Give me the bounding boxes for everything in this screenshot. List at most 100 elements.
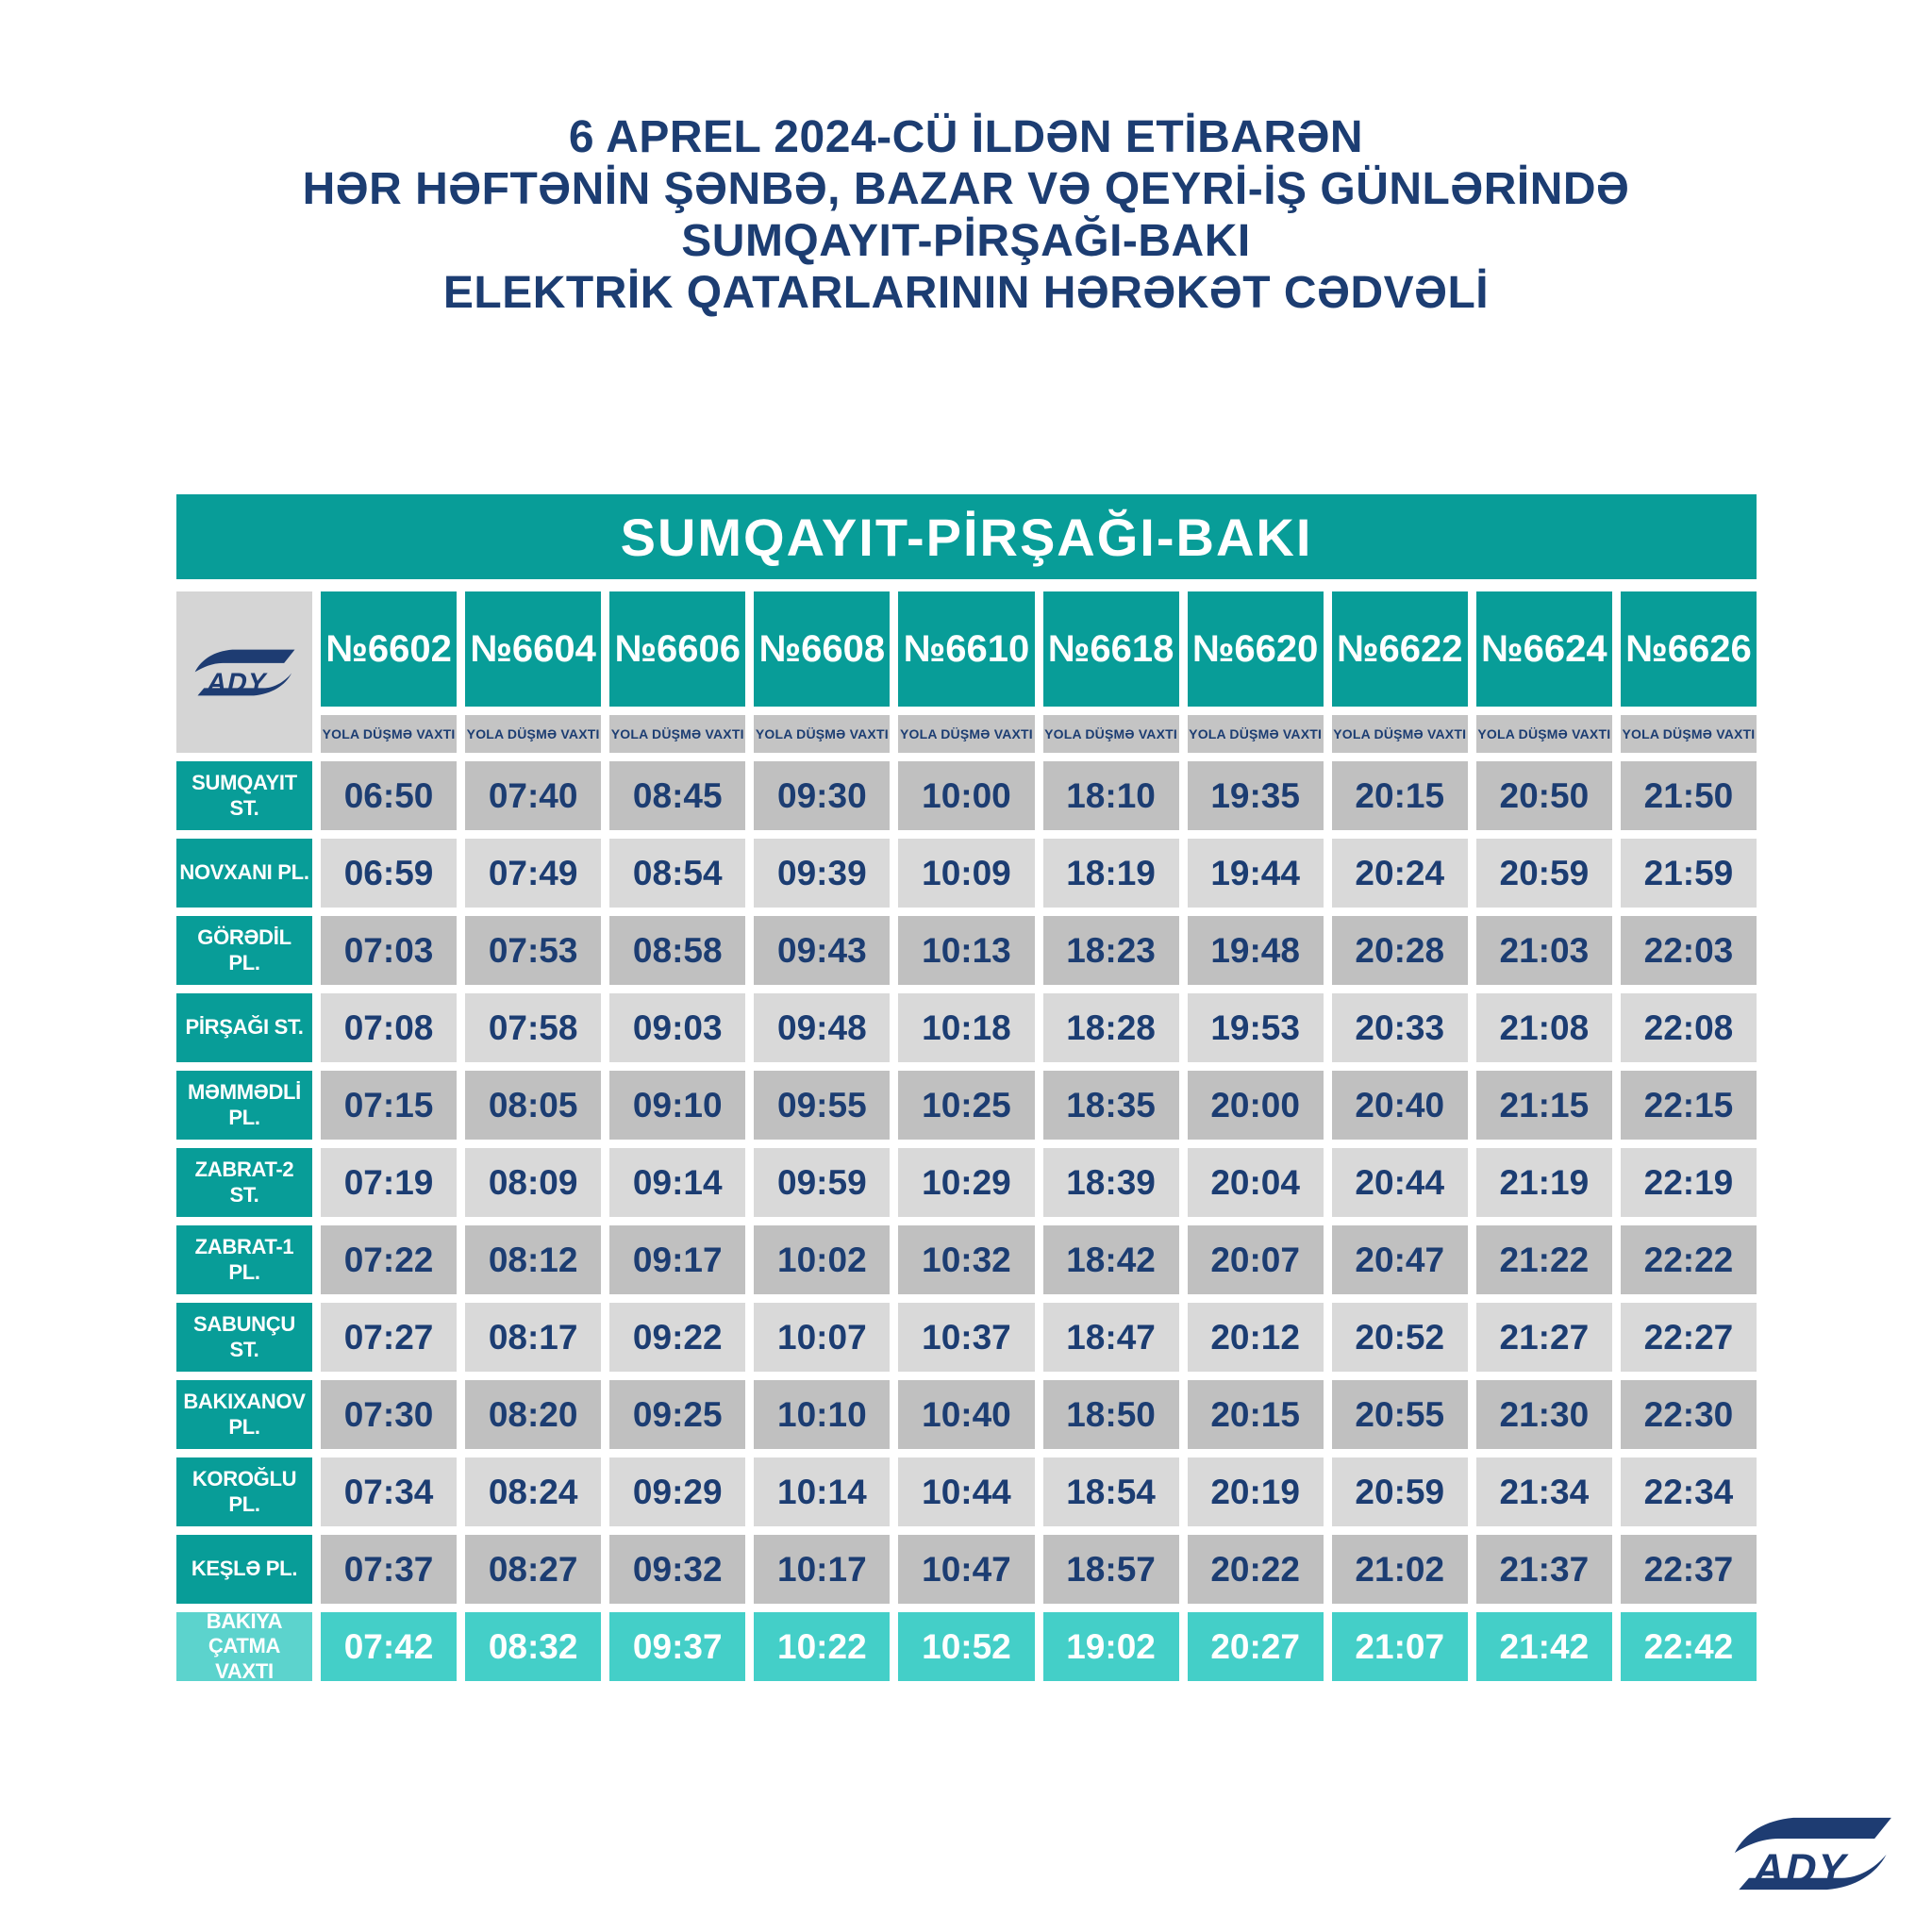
departure-time-cell: 20:19: [1187, 1457, 1324, 1526]
departure-time-cell: 22:30: [1620, 1380, 1757, 1449]
station-label: GÖRƏDİL PL.: [176, 916, 312, 985]
departure-time-cell: 08:12: [465, 1225, 602, 1294]
departure-time-label: YOLA DÜŞMƏ VAXTI: [1042, 715, 1179, 753]
departure-time-cell: 10:37: [898, 1303, 1035, 1372]
departure-time-cell: 20:04: [1187, 1148, 1324, 1217]
departure-time-cell: 10:00: [898, 761, 1035, 830]
departure-time-cell: 20:15: [1187, 1380, 1324, 1449]
departure-time-cell: 09:10: [609, 1071, 746, 1140]
departure-time-cell: 18:47: [1042, 1303, 1179, 1372]
ady-logo-icon: [1734, 1817, 1891, 1892]
departure-time-cell: 18:54: [1042, 1457, 1179, 1526]
station-label: BAKIXANOV PL.: [176, 1380, 312, 1449]
departure-time-cell: 20:59: [1331, 1457, 1468, 1526]
timetable-grid: №6602 №6604 №6606 №6608 №6610 №6618 №6620 №6622…: [176, 591, 1757, 1683]
arrival-time-cell: 20:27: [1187, 1612, 1324, 1681]
station-label: ZABRAT-2 ST.: [176, 1148, 312, 1217]
departure-time-cell: 20:59: [1475, 839, 1612, 908]
train-number-header: №6618: [1042, 591, 1179, 707]
departure-time-cell: 19:35: [1187, 761, 1324, 830]
departure-time-cell: 20:28: [1331, 916, 1468, 985]
departure-time-cell: 20:50: [1475, 761, 1612, 830]
departure-time-label: YOLA DÜŞMƏ VAXTI: [1475, 715, 1612, 753]
departure-time-cell: 21:02: [1331, 1535, 1468, 1604]
arrival-time-cell: 22:42: [1620, 1612, 1757, 1681]
departure-time-cell: 22:34: [1620, 1457, 1757, 1526]
train-number-header: №6624: [1475, 591, 1612, 707]
departure-time-cell: 07:22: [321, 1225, 458, 1294]
departure-time-cell: 20:00: [1187, 1071, 1324, 1140]
ady-logo-footer: [1726, 1802, 1898, 1906]
departure-time-cell: 19:48: [1187, 916, 1324, 985]
departure-time-cell: 18:10: [1042, 761, 1179, 830]
title-line-1: 6 APREL 2024-CÜ İLDƏN ETİBARƏN: [568, 112, 1364, 162]
departure-time-cell: 20:47: [1331, 1225, 1468, 1294]
train-number-header: №6626: [1620, 591, 1757, 707]
departure-time-cell: 21:08: [1475, 993, 1612, 1062]
departure-time-cell: 20:33: [1331, 993, 1468, 1062]
departure-time-cell: 18:39: [1042, 1148, 1179, 1217]
departure-time-cell: 21:50: [1620, 761, 1757, 830]
departure-time-cell: 21:15: [1475, 1071, 1612, 1140]
departure-time-label: YOLA DÜŞMƏ VAXTI: [609, 715, 746, 753]
arrival-time-cell: 08:32: [465, 1612, 602, 1681]
arrival-time-cell: 10:52: [898, 1612, 1035, 1681]
arrival-time-cell: 10:22: [754, 1612, 891, 1681]
poster-title: 6 APREL 2024-CÜ İLDƏN ETİBARƏN HƏR HƏFTƏ…: [0, 111, 1932, 319]
departure-time-label: YOLA DÜŞMƏ VAXTI: [1187, 715, 1324, 753]
departure-time-cell: 22:19: [1620, 1148, 1757, 1217]
departure-time-cell: 20:22: [1187, 1535, 1324, 1604]
departure-time-cell: 07:58: [465, 993, 602, 1062]
departure-time-cell: 09:39: [754, 839, 891, 908]
departure-time-cell: 21:30: [1475, 1380, 1612, 1449]
departure-time-cell: 21:34: [1475, 1457, 1612, 1526]
departure-time-cell: 07:37: [321, 1535, 458, 1604]
arrival-time-cell: 09:37: [609, 1612, 746, 1681]
departure-time-cell: 21:19: [1475, 1148, 1612, 1217]
departure-time-label: YOLA DÜŞMƏ VAXTI: [898, 715, 1035, 753]
departure-time-cell: 08:54: [609, 839, 746, 908]
departure-time-cell: 21:59: [1620, 839, 1757, 908]
departure-time-cell: 09:29: [609, 1457, 746, 1526]
departure-time-cell: 07:53: [465, 916, 602, 985]
train-number-header: №6620: [1187, 591, 1324, 707]
station-label: KEŞLƏ PL.: [176, 1535, 312, 1604]
ady-logo-icon: [194, 649, 295, 698]
departure-time-cell: 08:20: [465, 1380, 602, 1449]
departure-time-cell: 10:14: [754, 1457, 891, 1526]
departure-time-cell: 07:27: [321, 1303, 458, 1372]
departure-time-cell: 09:55: [754, 1071, 891, 1140]
departure-time-cell: 10:10: [754, 1380, 891, 1449]
arrival-time-cell: 21:07: [1331, 1612, 1468, 1681]
departure-time-cell: 09:43: [754, 916, 891, 985]
station-label: SUMQAYIT ST.: [176, 761, 312, 830]
departure-time-cell: 09:59: [754, 1148, 891, 1217]
station-label: MƏMMƏDLİ PL.: [176, 1071, 312, 1140]
title-line-3: SUMQAYIT-PİRŞAĞI-BAKI: [681, 216, 1251, 266]
departure-time-cell: 08:58: [609, 916, 746, 985]
departure-time-cell: 20:55: [1331, 1380, 1468, 1449]
departure-time-cell: 18:19: [1042, 839, 1179, 908]
departure-time-cell: 10:13: [898, 916, 1035, 985]
arrival-station-label: BAKIYA ÇATMA VAXTI: [176, 1609, 312, 1683]
station-label: PİRŞAĞI ST.: [176, 993, 312, 1062]
departure-time-cell: 20:12: [1187, 1303, 1324, 1372]
train-number-header: №6622: [1331, 591, 1468, 707]
departure-time-cell: 20:15: [1331, 761, 1468, 830]
departure-time-cell: 18:23: [1042, 916, 1179, 985]
departure-time-cell: 09:30: [754, 761, 891, 830]
departure-time-cell: 08:27: [465, 1535, 602, 1604]
station-label: NOVXANI PL.: [176, 839, 312, 908]
departure-time-cell: 22:27: [1620, 1303, 1757, 1372]
departure-time-cell: 22:03: [1620, 916, 1757, 985]
ady-logo-cell: [176, 591, 312, 753]
departure-time-cell: 20:24: [1331, 839, 1468, 908]
departure-time-cell: 21:22: [1475, 1225, 1612, 1294]
departure-time-cell: 18:50: [1042, 1380, 1179, 1449]
departure-time-cell: 10:47: [898, 1535, 1035, 1604]
departure-time-cell: 09:32: [609, 1535, 746, 1604]
departure-time-cell: 22:08: [1620, 993, 1757, 1062]
train-number-header: №6604: [465, 591, 602, 707]
departure-time-cell: 08:24: [465, 1457, 602, 1526]
departure-time-cell: 10:07: [754, 1303, 891, 1372]
